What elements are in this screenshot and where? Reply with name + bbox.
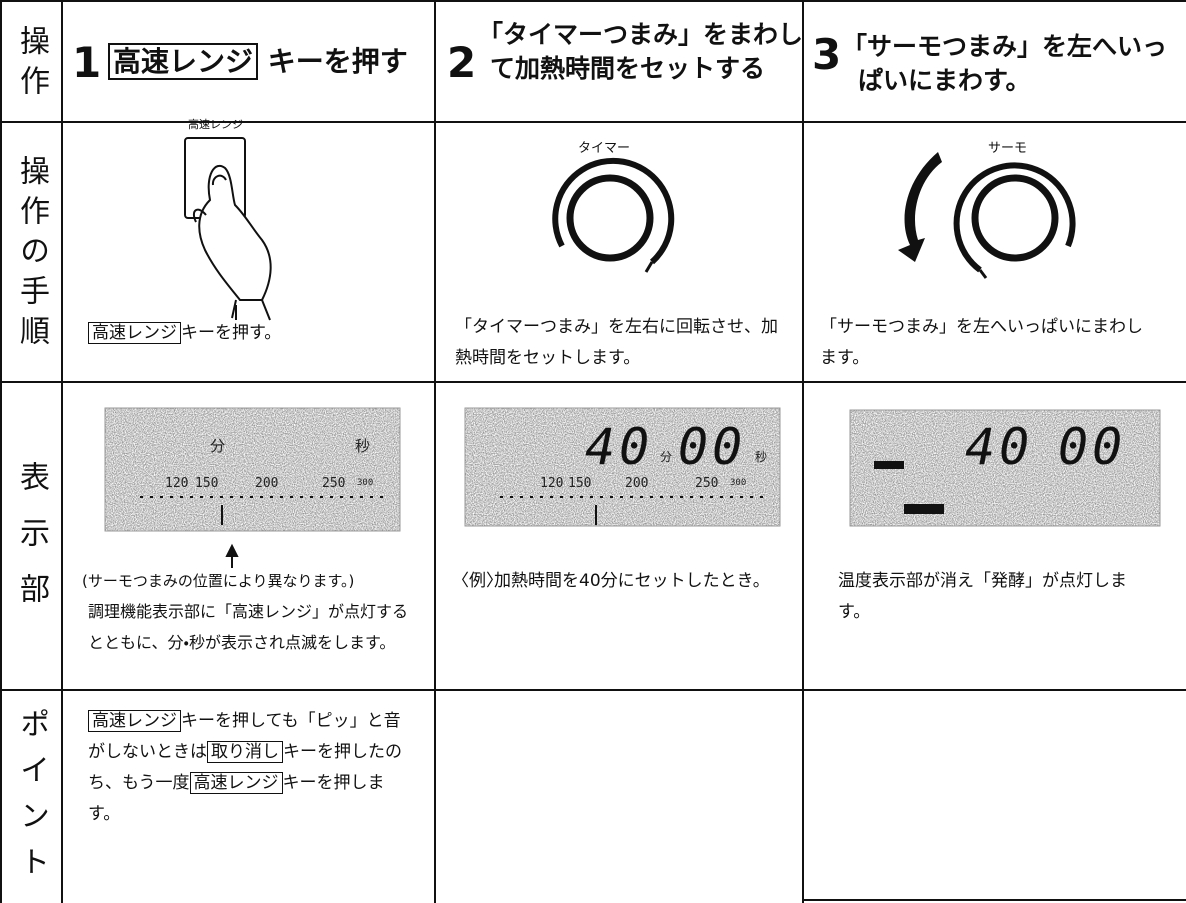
lcd-scale: 200	[255, 476, 279, 491]
illustration-label: サーモ	[988, 141, 1028, 156]
key-name: 高速レンジ	[108, 43, 259, 80]
illustration-label: タイマー	[578, 141, 631, 156]
key-name: 取り消し	[207, 741, 283, 763]
key-name: 高速レンジ	[88, 322, 181, 344]
step-title-line: て加熱時間をセットする	[490, 54, 766, 83]
lcd-scale: 300	[357, 478, 374, 488]
lcd-scale: 300	[730, 478, 747, 488]
indicator-arrow	[225, 543, 239, 568]
step-title-line: 「サーモつまみ」を左へいっ	[842, 32, 1168, 61]
step-title-line: 「タイマーつまみ」をまわし	[478, 20, 804, 49]
lcd-noise	[465, 408, 780, 526]
step-number: 3	[812, 30, 842, 79]
example-prefix: 〈例〉	[452, 571, 503, 591]
caption: 高速レンジ キーを押す。	[88, 318, 281, 349]
key-name: 高速レンジ	[88, 710, 181, 732]
lcd-second: 秒	[755, 450, 768, 464]
lcd-minutes: 40	[585, 418, 654, 476]
lcd-minute: 分	[210, 437, 226, 455]
lcd-bars	[140, 461, 944, 525]
description: 加熱時間を40分にセットしたとき。	[494, 571, 770, 591]
lcd-seconds: 00	[678, 418, 747, 476]
step-title-line: ぱいにまわす。	[858, 66, 1031, 95]
lcd-seconds: 00	[1058, 418, 1127, 476]
point-part: キーを押します。	[88, 773, 385, 824]
timer-knob	[552, 157, 675, 273]
step-number: 1	[72, 38, 102, 87]
lcd-minute: 分	[660, 450, 673, 464]
lcd-scale: 150	[568, 476, 592, 491]
step-title: 高速レンジ キーを押す	[108, 40, 408, 80]
lcd-scale: 200	[625, 476, 649, 491]
thermo-knob	[953, 162, 1076, 279]
lcd-second: 秒	[355, 437, 371, 455]
caption: 「サーモつまみ」を左へいっぱいにまわします。	[820, 317, 1143, 368]
description: 調理機能表示部に「高速レンジ」が点灯するとともに、分・秒が表示され点滅をします。	[88, 602, 409, 652]
lcd-scale: 120	[540, 476, 564, 491]
step-number: 2	[447, 38, 477, 87]
lcd-scale: 120	[165, 476, 189, 491]
row-label: 操作	[14, 24, 49, 105]
row-label: 操作の手順	[14, 155, 49, 355]
illustration-label: 高速レンジ	[188, 118, 243, 131]
caption-text: キーを押す。	[181, 323, 282, 343]
key-name: 高速レンジ	[189, 772, 283, 794]
hand-illustration	[184, 137, 272, 321]
row-label: 表示部	[14, 461, 49, 629]
step-text: キーを押す	[267, 45, 408, 78]
point-text: 高速レンジ キーを押しても「ピッ」と音がしないときは 取り消し キーを押したのち、もう…	[88, 706, 408, 830]
description: 温度表示部が消え「発酵」が点灯します。	[838, 571, 1127, 622]
caption: 「タイマーつまみ」を左右に回転させ、加熱時間をセットします。	[455, 317, 778, 368]
lcd-scale: 150	[195, 476, 219, 491]
lcd-scale: 250	[695, 476, 719, 491]
rotate-arrow	[898, 152, 942, 262]
note: (サーモつまみの位置により異なります。)	[82, 572, 355, 590]
lcd-minutes: 40	[965, 418, 1034, 476]
point-part: キーを押しても「ピッ」と音がしないときは	[88, 711, 401, 762]
lcd-noise	[105, 408, 400, 531]
row-label: ポイント	[14, 708, 49, 892]
lcd-scale: 250	[322, 476, 346, 491]
point-part: キーを押したのち、もう一度	[88, 742, 402, 793]
